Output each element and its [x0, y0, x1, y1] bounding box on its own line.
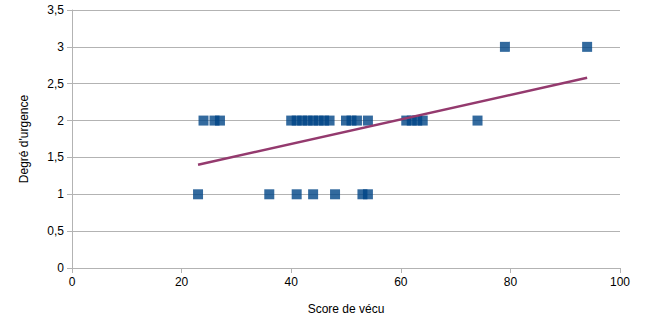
svg-text:1: 1: [57, 187, 64, 201]
svg-text:1,5: 1,5: [47, 150, 64, 164]
svg-text:0,5: 0,5: [47, 224, 64, 238]
svg-text:80: 80: [504, 275, 518, 289]
svg-text:40: 40: [285, 275, 299, 289]
svg-text:20: 20: [175, 275, 189, 289]
svg-text:2,5: 2,5: [47, 77, 64, 91]
svg-text:3,5: 3,5: [47, 3, 64, 17]
svg-text:100: 100: [610, 275, 630, 289]
svg-text:0: 0: [57, 261, 64, 275]
svg-text:Score de vécu: Score de vécu: [308, 302, 385, 316]
svg-text:Degré d'urgence: Degré d'urgence: [17, 95, 31, 184]
svg-text:0: 0: [69, 275, 76, 289]
svg-text:2: 2: [57, 114, 64, 128]
svg-text:3: 3: [57, 40, 64, 54]
svg-text:60: 60: [394, 275, 408, 289]
